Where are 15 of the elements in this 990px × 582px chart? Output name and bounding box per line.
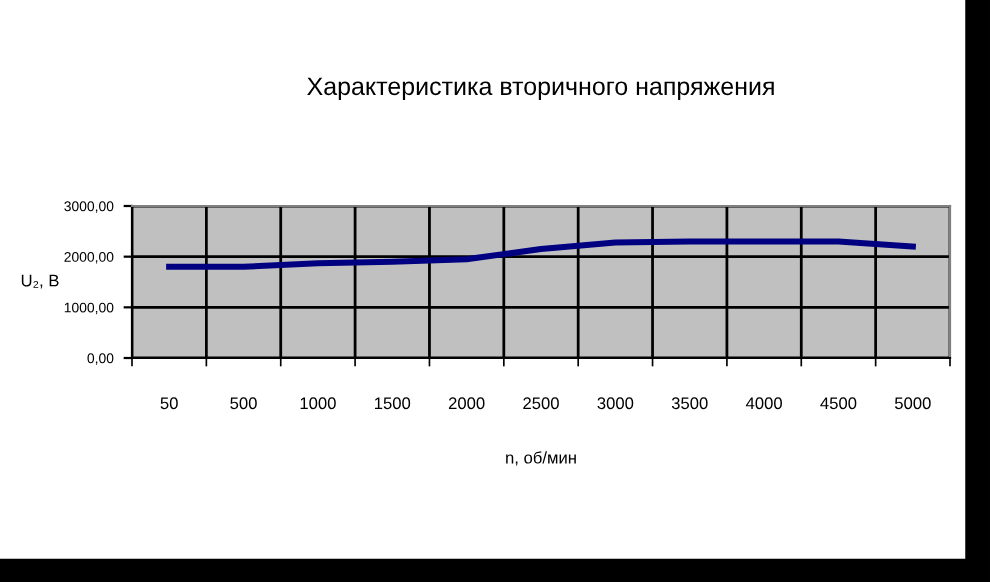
x-tick-label: 1000 [300,397,336,410]
line-series [166,238,916,270]
x-axis-title: n, об/мин [506,451,576,466]
chart-title: Характеристика вторичного напряжения [307,77,774,101]
x-tick-label: 4000 [745,397,782,410]
x-tick-label: 3500 [671,397,708,410]
x-tick-label: 500 [230,397,257,410]
x-tick-label: 2000 [448,397,485,410]
y-axis-title: U₂, В [21,274,59,289]
x-tick-label: 1500 [375,397,411,410]
x-tick-label: 4500 [820,397,857,410]
x-tick-label: 2500 [523,397,559,410]
x-tick-label: 50 [160,397,178,410]
x-tick-label: 5000 [894,397,931,410]
x-tick-label: 3000 [597,397,634,410]
